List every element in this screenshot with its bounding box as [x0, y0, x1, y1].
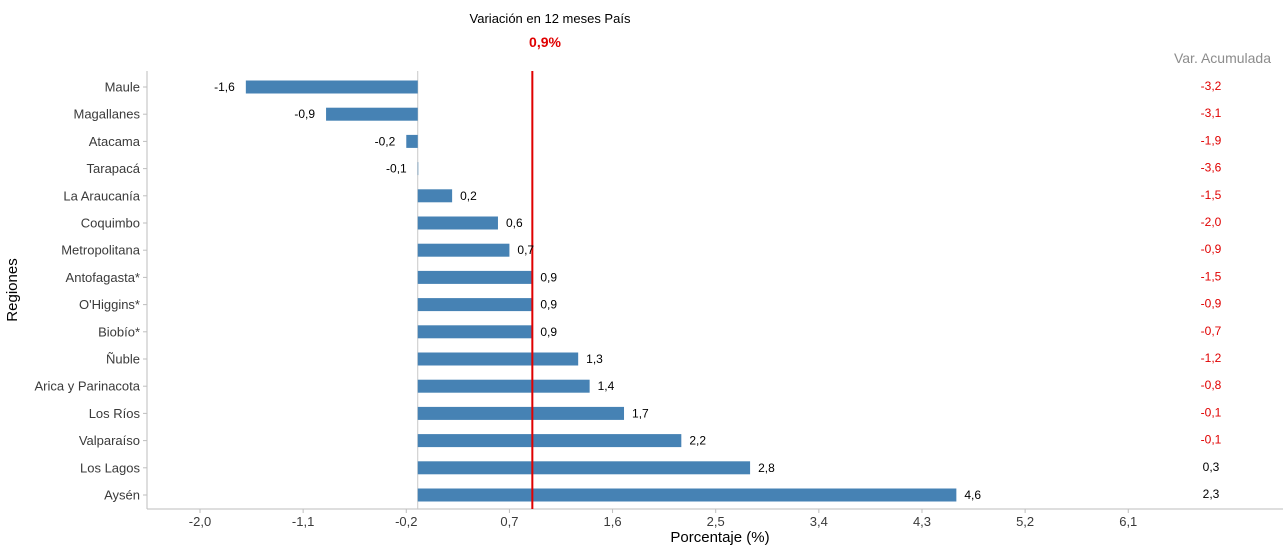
bar	[417, 189, 453, 203]
cumulative-value: -1,2	[1201, 351, 1222, 365]
category-label: Ñuble	[106, 352, 140, 367]
category-label: Coquimbo	[81, 216, 140, 231]
x-tick-label: 1,6	[604, 514, 622, 529]
bar-value-label: -0,2	[375, 134, 396, 148]
cumulative-value: -0,9	[1201, 242, 1222, 256]
cumulative-value: -2,0	[1201, 215, 1222, 229]
x-tick-label: -1,1	[292, 514, 314, 529]
category-label: Arica y Parinacota	[35, 379, 141, 394]
category-label: Los Ríos	[89, 406, 141, 421]
cumulative-value: -1,5	[1201, 269, 1222, 283]
bar	[417, 243, 510, 257]
cumulative-value: -1,5	[1201, 188, 1222, 202]
bar-value-label: 2,2	[689, 434, 706, 448]
category-label: La Araucanía	[63, 188, 140, 203]
bar	[417, 461, 751, 475]
x-tick-label: -0,2	[395, 514, 417, 529]
bar	[417, 298, 533, 312]
bar-value-label: 4,6	[964, 488, 981, 502]
bar	[417, 379, 590, 393]
bar-value-label: 1,7	[632, 406, 649, 420]
cumulative-value: -0,8	[1201, 378, 1222, 392]
chart-title: Variación en 12 meses País	[470, 11, 631, 26]
category-label: Los Lagos	[80, 460, 140, 475]
x-tick-label: 3,4	[810, 514, 828, 529]
cumulative-value: -3,6	[1201, 161, 1222, 175]
bar-value-label: 0,9	[540, 298, 557, 312]
cumulative-header: Var. Acumulada	[1174, 50, 1271, 66]
bar	[417, 325, 533, 339]
bar	[245, 80, 418, 94]
bar	[417, 434, 682, 448]
cumulative-value: -3,2	[1201, 79, 1222, 93]
bar-value-label: 1,4	[598, 379, 615, 393]
x-tick-label: 5,2	[1016, 514, 1034, 529]
category-label: Aysén	[104, 488, 140, 503]
category-label: Atacama	[89, 134, 141, 149]
cumulative-value: -1,9	[1201, 133, 1222, 147]
cumulative-value: -0,7	[1201, 324, 1222, 338]
bar-value-label: 2,8	[758, 461, 775, 475]
bar-value-label: 0,2	[460, 189, 477, 203]
bar-value-label: 0,7	[517, 243, 534, 257]
x-tick-label: 6,1	[1119, 514, 1137, 529]
bar-value-label: 1,3	[586, 352, 603, 366]
bar-value-label: 0,6	[506, 216, 523, 230]
x-tick-label: 4,3	[913, 514, 931, 529]
bar	[417, 270, 533, 284]
cumulative-value: -0,1	[1201, 433, 1222, 447]
cumulative-value: -0,1	[1201, 405, 1222, 419]
bar	[417, 162, 419, 176]
bar	[417, 488, 957, 502]
x-axis-title: Porcentaje (%)	[670, 529, 769, 546]
x-tick-label: -2,0	[189, 514, 211, 529]
bar	[417, 406, 625, 420]
bar-value-label: -1,6	[214, 80, 235, 94]
reference-value-label: 0,9%	[529, 34, 561, 50]
bar-value-label: -0,9	[294, 107, 315, 121]
cumulative-value: -0,9	[1201, 297, 1222, 311]
cumulative-value: 0,3	[1203, 460, 1220, 474]
category-label: Antofagasta*	[66, 270, 140, 285]
cumulative-value: -3,1	[1201, 106, 1222, 120]
y-axis-title: Regiones	[4, 258, 21, 321]
bar-value-label: -0,1	[386, 162, 407, 176]
bar-value-label: 0,9	[540, 325, 557, 339]
category-label: Maule	[105, 80, 140, 95]
bar-value-label: 0,9	[540, 270, 557, 284]
category-label: O'Higgins*	[79, 297, 140, 312]
category-label: Tarapacá	[87, 161, 141, 176]
bar	[417, 352, 579, 366]
category-label: Valparaíso	[79, 433, 140, 448]
bar	[406, 134, 418, 148]
category-label: Metropolitana	[61, 243, 141, 258]
bar	[417, 216, 498, 230]
x-tick-label: 0,7	[500, 514, 518, 529]
category-label: Magallanes	[74, 107, 141, 122]
bar	[326, 107, 418, 121]
x-tick-label: 2,5	[707, 514, 725, 529]
cumulative-value: 2,3	[1203, 487, 1220, 501]
category-label: Biobío*	[98, 324, 140, 339]
